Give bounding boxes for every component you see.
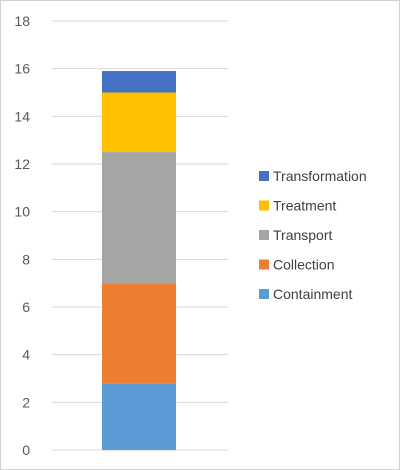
legend-swatch [259,200,269,211]
y-tick-label: 14 [14,108,30,124]
legend-item-transport: Transport [259,227,333,243]
bar-segments [102,71,176,450]
legend-label: Treatment [273,198,336,214]
y-tick-label: 16 [14,61,30,77]
y-tick-label: 8 [22,251,30,267]
bar-segment-transport [102,152,176,284]
legend-item-containment: Containment [259,286,352,302]
y-tick-label: 4 [22,347,30,363]
legend-item-transformation: Transformation [259,168,367,184]
legend-label: Containment [273,286,352,302]
bar-segment-transformation [102,71,176,93]
legend-swatch [259,230,269,240]
legend-label: Transformation [273,168,367,184]
y-tick-label: 2 [22,394,30,410]
legend: Transformation Treatment Transport Collecti… [259,168,367,302]
legend-label: Transport [273,227,333,243]
legend-swatch [259,259,269,270]
y-tick-label: 6 [22,299,30,315]
y-tick-label: 0 [22,442,30,458]
y-tick-label: 12 [14,156,30,172]
gridlines [52,20,228,451]
y-axis-tick-labels: 0 2 4 6 8 10 12 14 16 18 [14,13,30,458]
legend-swatch [259,289,269,299]
bar-segment-treatment [102,92,176,153]
legend-swatch [259,171,269,181]
legend-item-treatment: Treatment [259,198,336,214]
y-tick-label: 10 [14,204,30,220]
legend-item-collection: Collection [259,257,334,273]
bar-segment-containment [102,383,176,450]
y-tick-label: 18 [14,13,30,29]
legend-label: Collection [273,257,334,273]
bar-segment-collection [102,283,176,384]
